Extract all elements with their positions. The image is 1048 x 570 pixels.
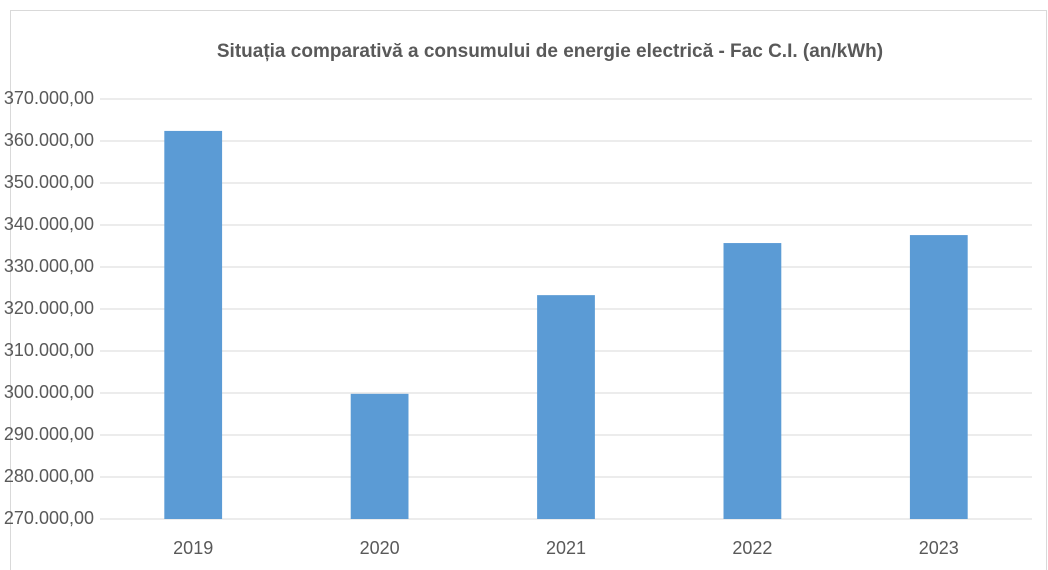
bar — [723, 243, 782, 519]
y-tick-label: 300.000,00 — [4, 382, 94, 402]
x-tick-label: 2023 — [919, 538, 959, 558]
bar — [537, 295, 595, 519]
bar — [909, 235, 968, 519]
x-tick-label: 2021 — [546, 538, 586, 558]
y-tick-label: 290.000,00 — [4, 424, 94, 444]
x-tick-label: 2020 — [360, 538, 400, 558]
y-tick-label: 310.000,00 — [4, 340, 94, 360]
y-tick-label: 320.000,00 — [4, 298, 94, 318]
y-tick-label: 360.000,00 — [4, 130, 94, 150]
x-tick-label: 2019 — [173, 538, 213, 558]
y-tick-label: 270.000,00 — [4, 508, 94, 528]
bar — [164, 130, 223, 520]
x-tick-label: 2022 — [732, 538, 772, 558]
y-tick-label: 330.000,00 — [4, 256, 94, 276]
bar — [350, 393, 409, 519]
y-tick-label: 350.000,00 — [4, 172, 94, 192]
y-tick-label: 280.000,00 — [4, 466, 94, 486]
chart-title: Situația comparativă a consumului de ene… — [217, 41, 883, 62]
y-tick-label: 340.000,00 — [4, 214, 94, 234]
y-tick-label: 370.000,00 — [4, 88, 94, 108]
